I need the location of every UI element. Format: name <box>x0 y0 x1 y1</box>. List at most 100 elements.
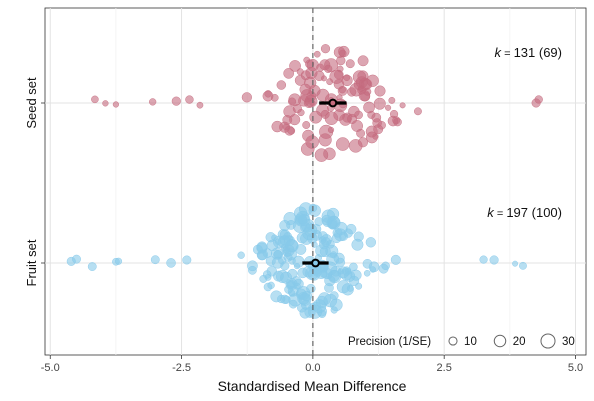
legend-symbol <box>448 336 458 346</box>
data-point <box>362 258 373 269</box>
data-point <box>300 142 315 156</box>
x-axis-label: Standardised Mean Difference <box>218 378 407 394</box>
data-point <box>297 108 305 117</box>
data-point <box>363 101 375 114</box>
data-point <box>264 274 272 281</box>
data-point <box>320 75 327 82</box>
data-point <box>185 95 194 104</box>
data-point <box>357 137 369 148</box>
data-point <box>241 92 252 103</box>
data-point <box>282 123 290 131</box>
data-point <box>276 80 287 90</box>
data-point <box>182 255 192 265</box>
data-point <box>324 283 334 293</box>
data-point <box>266 266 277 277</box>
data-point <box>345 223 357 235</box>
data-point <box>327 126 335 134</box>
legend-label: 30 <box>562 336 575 348</box>
data-point <box>366 74 379 87</box>
data-point <box>102 100 109 107</box>
data-point <box>319 59 331 71</box>
data-point <box>341 74 353 87</box>
data-point <box>519 261 527 270</box>
data-point <box>284 235 295 247</box>
data-point <box>330 298 343 312</box>
data-point <box>388 96 396 104</box>
legend-title: Precision (1/SE) <box>348 336 431 348</box>
data-point <box>301 290 313 302</box>
data-point <box>270 290 283 303</box>
data-point <box>262 90 274 102</box>
data-point <box>338 45 350 58</box>
data-point <box>302 129 315 142</box>
data-point <box>237 251 245 259</box>
data-point <box>305 66 318 80</box>
data-point <box>302 121 311 129</box>
legend: Precision (1/SE) 10 20 30 <box>348 333 575 349</box>
data-point <box>279 220 291 232</box>
point-estimate <box>311 258 320 268</box>
data-point <box>342 266 352 276</box>
data-point <box>296 68 304 76</box>
x-tick-label: -5.0 <box>41 362 60 374</box>
data-point <box>312 299 327 314</box>
data-point <box>248 265 257 275</box>
data-point <box>263 282 273 292</box>
data-point <box>287 285 299 297</box>
data-point <box>366 131 378 144</box>
x-axis-ticks: -5.0 -2.5 0.0 2.5 5.0 <box>41 355 583 374</box>
data-point <box>341 283 354 296</box>
data-point <box>374 85 386 97</box>
data-point <box>489 255 499 265</box>
data-point <box>295 244 307 255</box>
data-point <box>347 87 357 97</box>
data-point <box>256 241 268 253</box>
data-point <box>326 252 340 266</box>
data-point <box>280 261 290 271</box>
data-point <box>91 95 99 104</box>
data-point <box>328 270 340 282</box>
x-tick-label: -2.5 <box>172 362 191 374</box>
data-point <box>337 86 348 96</box>
data-point <box>385 104 392 111</box>
data-point <box>373 97 386 110</box>
data-point <box>305 59 315 69</box>
legend-symbol <box>493 334 507 348</box>
x-tick-label: 5.0 <box>568 362 583 374</box>
data-point <box>166 258 176 268</box>
data-point <box>349 262 358 272</box>
data-point <box>399 102 406 109</box>
data-point <box>324 111 339 126</box>
data-point <box>512 260 519 267</box>
data-point <box>314 148 329 162</box>
data-point <box>338 231 349 241</box>
data-point <box>306 222 314 230</box>
data-point <box>313 50 321 58</box>
data-point <box>318 133 332 147</box>
x-tick-label: 0.0 <box>305 362 320 374</box>
data-point <box>288 97 297 106</box>
data-point <box>353 231 364 242</box>
data-point <box>289 60 301 72</box>
data-point <box>390 254 401 265</box>
data-point <box>282 248 292 257</box>
group-label: Seed set <box>24 77 39 129</box>
data-point <box>150 255 160 265</box>
data-point <box>112 101 120 108</box>
legend-label: 20 <box>513 336 526 348</box>
data-point <box>365 237 377 248</box>
data-point <box>283 68 295 79</box>
group-estimates <box>302 98 347 268</box>
data-point <box>297 267 309 279</box>
data-point <box>377 121 386 130</box>
point-estimate <box>328 98 338 108</box>
data-point <box>314 217 324 227</box>
data-point <box>363 270 371 277</box>
data-point <box>414 107 422 116</box>
data-point <box>293 263 301 270</box>
data-point <box>300 89 314 103</box>
data-point <box>347 113 358 124</box>
x-tick-label: 2.5 <box>437 362 452 374</box>
data-point <box>114 257 123 265</box>
data-point <box>534 95 543 104</box>
